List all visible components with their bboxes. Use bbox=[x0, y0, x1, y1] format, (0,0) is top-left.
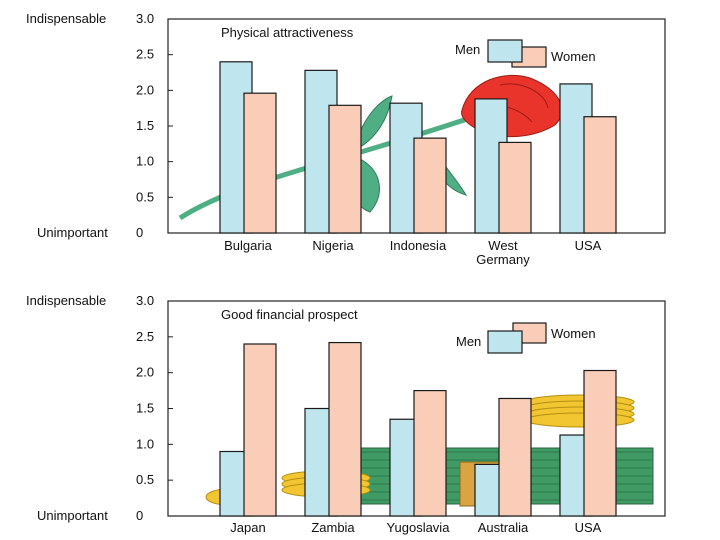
x-category-label: USA bbox=[575, 238, 602, 253]
chart-panel: 3.0 2.5 2.0 1.5 1.0 0.5 0 Indispensable Unimport… bbox=[26, 11, 666, 267]
y-tick-label: 1.5 bbox=[136, 118, 154, 133]
y-tick-label: 2.0 bbox=[136, 82, 154, 97]
y-tick-label: 1.0 bbox=[136, 436, 154, 451]
x-category-label: Yugoslavia bbox=[387, 520, 451, 535]
y-tick-label: 3.0 bbox=[136, 293, 154, 308]
y-tick-label: 2.5 bbox=[136, 47, 154, 62]
y-tick-label: 2.5 bbox=[136, 329, 154, 344]
legend: Men Women bbox=[455, 39, 596, 68]
x-category-label: Australia bbox=[478, 520, 529, 535]
x-category-label: Japan bbox=[230, 520, 265, 535]
bar-women bbox=[243, 343, 277, 517]
y-tick-label: 0.5 bbox=[136, 189, 154, 204]
x-category-label: Nigeria bbox=[312, 238, 354, 253]
y-tick-label: 0.5 bbox=[136, 472, 154, 487]
bar-women bbox=[328, 104, 362, 234]
y-axis-bottom-label: Unimportant bbox=[37, 225, 108, 240]
y-tick-label: 0 bbox=[136, 225, 143, 240]
rose-leaf bbox=[354, 95, 393, 151]
legend-women-label: Women bbox=[551, 49, 596, 64]
bar-women bbox=[498, 397, 532, 517]
legend-women-label: Women bbox=[551, 326, 596, 341]
legend-men-swatch bbox=[487, 330, 523, 354]
y-tick-label: 2.0 bbox=[136, 365, 154, 380]
coin bbox=[525, 412, 635, 428]
bar-women bbox=[413, 137, 447, 234]
y-axis-top-label: Indispensable bbox=[26, 11, 106, 26]
x-category-label: Zambia bbox=[311, 520, 355, 535]
chart-title: Good financial prospect bbox=[221, 307, 358, 322]
y-tick-label: 3.0 bbox=[136, 11, 154, 26]
chart-panel: 3.0 2.5 2.0 1.5 1.0 0.5 0 Indispensable Unimport… bbox=[26, 293, 666, 535]
rose-petal-line bbox=[499, 83, 549, 109]
chart-title: Physical attractiveness bbox=[221, 25, 354, 40]
x-category-label: West bbox=[488, 238, 518, 253]
bar-women bbox=[583, 116, 617, 234]
legend-men-swatch bbox=[487, 39, 523, 63]
bar-women bbox=[583, 369, 617, 517]
bar-women bbox=[413, 389, 447, 517]
legend: Men Women bbox=[456, 322, 596, 354]
y-axis-bottom-label: Unimportant bbox=[37, 508, 108, 523]
y-tick-label: 1.0 bbox=[136, 154, 154, 169]
y-axis-top-label: Indispensable bbox=[26, 293, 106, 308]
legend-men-label: Men bbox=[455, 42, 480, 57]
x-category-label: Bulgaria bbox=[224, 238, 272, 253]
x-category-label: USA bbox=[575, 520, 602, 535]
bar-women bbox=[328, 341, 362, 517]
legend-men-label: Men bbox=[456, 334, 481, 349]
y-tick-label: 0 bbox=[136, 508, 143, 523]
y-tick-label: 1.5 bbox=[136, 401, 154, 416]
bar-women bbox=[243, 92, 277, 234]
bar-women bbox=[498, 141, 532, 234]
x-category-label: Indonesia bbox=[390, 238, 447, 253]
x-category-label: Germany bbox=[476, 252, 530, 267]
